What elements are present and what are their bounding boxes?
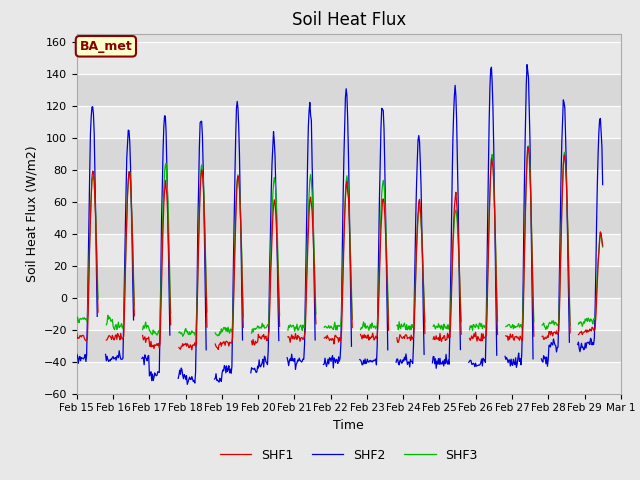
Line: SHF3: SHF3: [77, 146, 603, 336]
SHF3: [73, 320, 81, 325]
Text: BA_met: BA_met: [79, 40, 132, 53]
SHF3: [599, 244, 607, 250]
Bar: [77, 298, 621, 330]
Line: SHF1: SHF1: [77, 147, 603, 350]
Bar: [77, 202, 621, 234]
Bar: [77, 169, 621, 202]
SHF1: [257, 336, 264, 341]
SHF2: [556, 211, 564, 217]
Legend: SHF1, SHF2, SHF3: SHF1, SHF2, SHF3: [214, 444, 483, 467]
SHF2: [561, 105, 569, 111]
SHF3: [257, 325, 264, 331]
Line: SHF2: SHF2: [77, 65, 603, 384]
Bar: [77, 138, 621, 169]
Bar: [77, 106, 621, 138]
Bar: [77, 42, 621, 73]
SHF1: [599, 243, 607, 249]
Title: Soil Heat Flux: Soil Heat Flux: [292, 11, 406, 29]
SHF1: [561, 152, 569, 158]
SHF3: [561, 149, 569, 155]
SHF2: [257, 364, 264, 370]
Bar: [77, 234, 621, 265]
SHF1: [556, 271, 564, 277]
SHF3: [556, 265, 564, 271]
Bar: [77, 73, 621, 106]
Bar: [77, 361, 621, 394]
Y-axis label: Soil Heat Flux (W/m2): Soil Heat Flux (W/m2): [25, 145, 38, 282]
Bar: [77, 265, 621, 298]
SHF2: [599, 182, 607, 188]
SHF2: [73, 351, 81, 357]
SHF1: [73, 331, 81, 336]
Bar: [77, 330, 621, 361]
X-axis label: Time: Time: [333, 419, 364, 432]
